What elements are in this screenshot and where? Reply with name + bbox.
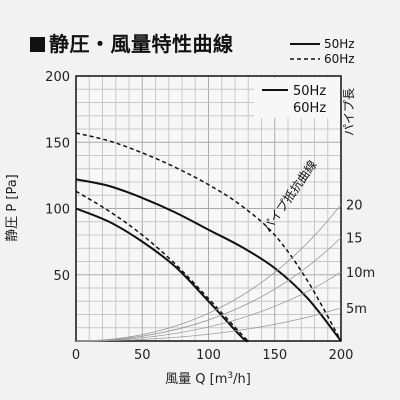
- chart-title: 静圧・風量特性曲線: [30, 28, 234, 57]
- series-line-50hz-0: [75, 207, 249, 343]
- curves: [75, 132, 342, 343]
- chart-title-text: 静圧・風量特性曲線: [49, 32, 234, 56]
- y-tick-label: 100: [45, 203, 70, 218]
- x-axis-ticks: 0 50 100 150 200: [72, 348, 354, 363]
- top-legend: 50Hz 60Hz: [290, 36, 355, 66]
- top-legend-label-60hz: 60Hz: [324, 51, 355, 66]
- inner-legend: 50Hz 60Hz: [254, 78, 340, 118]
- pipe-curve: [75, 307, 342, 342]
- y-axis-title: 静圧 P [Pa]: [5, 174, 20, 241]
- title-square-icon: [30, 37, 45, 52]
- right-axis-ticks: 5m 10m 15 20: [346, 199, 375, 317]
- pipe-curve: [75, 237, 342, 342]
- y-tick-label: 150: [45, 136, 70, 151]
- x-tick-label: 150: [262, 348, 287, 363]
- series-line-60hz-2: [75, 190, 249, 342]
- x-axis-title: 風量 Q [m3/h]: [165, 371, 251, 387]
- top-legend-label-50hz: 50Hz: [324, 36, 355, 51]
- top-legend-item-50hz: 50Hz: [290, 36, 355, 51]
- pipe-curve: [75, 204, 342, 342]
- inner-legend-label-50hz: 50Hz: [293, 84, 326, 99]
- x-tick-label: 200: [329, 348, 354, 363]
- solid-line-icon: [290, 42, 320, 45]
- right-axis-tick-label: 5m: [346, 302, 367, 317]
- x-tick-label: 50: [134, 348, 151, 363]
- x-tick-label: 0: [72, 348, 80, 363]
- dashed-line-icon: [290, 57, 320, 60]
- series-line-50hz-1: [75, 178, 342, 342]
- inner-legend-label-60hz: 60Hz: [293, 101, 326, 116]
- x-tick-label: 100: [196, 348, 221, 363]
- series-line-60hz-3: [75, 132, 342, 342]
- inner-legend-box: [254, 78, 340, 118]
- y-axis-ticks: 50 100 150 200: [45, 70, 70, 284]
- right-axis-tick-label: 20: [346, 199, 363, 214]
- right-axis-label: パイプ長: [342, 88, 356, 136]
- top-legend-item-60hz: 60Hz: [290, 51, 355, 66]
- y-tick-label: 50: [53, 269, 70, 284]
- y-tick-label: 200: [45, 70, 70, 85]
- right-axis-tick-label: 15: [346, 232, 363, 247]
- pipe-resistance-curves: [75, 204, 342, 342]
- right-axis-tick-label: 10m: [346, 266, 375, 281]
- pipe-curve: [75, 271, 342, 342]
